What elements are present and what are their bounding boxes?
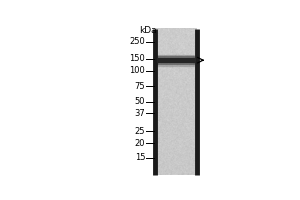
- Bar: [157, 55, 194, 66]
- Text: 20: 20: [135, 139, 145, 148]
- Text: 50: 50: [135, 97, 145, 106]
- Text: 37: 37: [134, 109, 145, 118]
- Text: 15: 15: [135, 153, 145, 162]
- Bar: [157, 58, 194, 62]
- Text: 25: 25: [135, 127, 145, 136]
- Text: 250: 250: [129, 37, 145, 46]
- Text: 150: 150: [129, 54, 145, 63]
- Text: 100: 100: [129, 66, 145, 75]
- Text: kDa: kDa: [139, 26, 157, 35]
- Bar: [157, 56, 194, 64]
- Text: 75: 75: [134, 82, 145, 91]
